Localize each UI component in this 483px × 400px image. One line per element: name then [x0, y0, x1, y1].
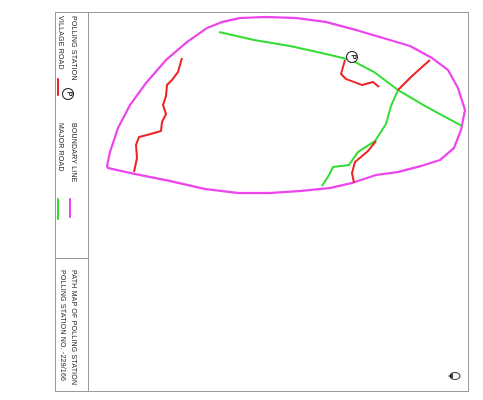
- village-road-west: [133, 57, 183, 173]
- legend-divider: [55, 258, 89, 259]
- boundary-line: [105, 15, 467, 195]
- legend-polling-station-icon: P: [62, 88, 74, 100]
- village-road-north: [340, 59, 380, 88]
- legend-column: [55, 12, 89, 392]
- legend-major-road-sample: [57, 198, 59, 220]
- polling-station-marker: P: [346, 51, 358, 63]
- village-road-south: [351, 140, 377, 184]
- legend-village-road-sample: [57, 78, 59, 96]
- village-road-east: [397, 59, 431, 91]
- north-arrow-icon: [448, 372, 461, 380]
- map-frame: [55, 12, 469, 392]
- legend-boundary-line-sample: [69, 198, 71, 218]
- major-road-2: [321, 89, 399, 187]
- major-road-1: [218, 31, 463, 127]
